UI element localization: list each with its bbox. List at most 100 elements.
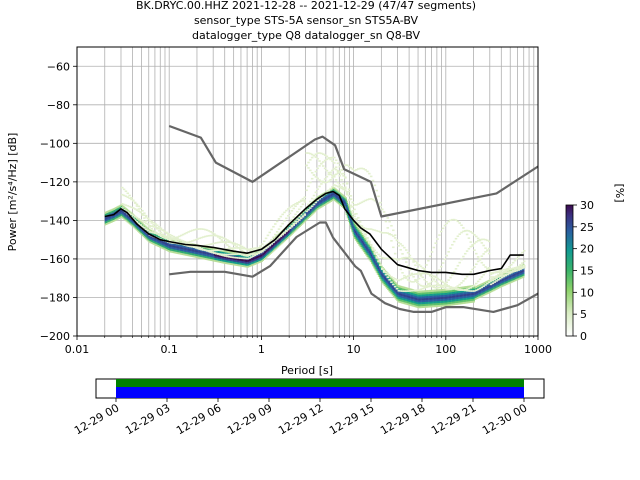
density-cell bbox=[355, 212, 358, 215]
density-cell bbox=[452, 297, 455, 300]
density-cell bbox=[216, 260, 218, 263]
density-cell bbox=[521, 251, 524, 254]
density-cell bbox=[444, 302, 447, 305]
density-cell bbox=[486, 286, 488, 289]
density-cell bbox=[213, 249, 216, 252]
density-cell bbox=[459, 292, 462, 295]
density-cell bbox=[185, 247, 187, 251]
density-cell bbox=[399, 291, 402, 294]
density-cell bbox=[450, 291, 452, 295]
density-cell bbox=[268, 251, 270, 254]
density-cell bbox=[175, 249, 177, 252]
density-cell bbox=[126, 192, 130, 195]
density-cell bbox=[460, 289, 463, 291]
density-cell bbox=[308, 206, 311, 209]
density-cell bbox=[188, 252, 191, 255]
density-cell bbox=[434, 293, 436, 296]
density-cell bbox=[506, 267, 509, 270]
density-cell bbox=[124, 190, 128, 193]
density-cell bbox=[217, 258, 220, 261]
density-cell bbox=[176, 243, 178, 247]
density-cell bbox=[274, 248, 276, 251]
density-cell bbox=[438, 291, 441, 294]
density-cell bbox=[401, 244, 404, 247]
density-cell bbox=[489, 290, 492, 293]
density-cell bbox=[357, 168, 360, 170]
density-cell bbox=[286, 227, 289, 230]
density-cell bbox=[472, 288, 474, 292]
density-cell bbox=[141, 220, 144, 222]
density-cell bbox=[443, 296, 445, 299]
density-cell bbox=[414, 289, 417, 292]
density-cell bbox=[105, 216, 108, 220]
density-cell bbox=[517, 276, 519, 279]
density-cell bbox=[412, 261, 415, 263]
density-cell bbox=[268, 241, 272, 244]
density-cell bbox=[161, 244, 163, 247]
density-cell bbox=[143, 217, 146, 219]
density-cell bbox=[227, 255, 231, 258]
density-cell bbox=[457, 292, 459, 296]
density-cell bbox=[493, 276, 496, 278]
density-cell bbox=[211, 251, 214, 254]
density-cell bbox=[159, 228, 163, 231]
density-cell bbox=[390, 224, 393, 227]
density-cell bbox=[329, 192, 331, 195]
density-cell bbox=[453, 299, 456, 302]
density-cell bbox=[293, 226, 296, 229]
density-cell bbox=[485, 287, 487, 290]
density-cell bbox=[350, 213, 352, 216]
density-cell bbox=[222, 249, 224, 252]
density-cell bbox=[449, 301, 451, 304]
density-cell bbox=[453, 295, 456, 298]
density-cell bbox=[362, 250, 365, 253]
density-cell bbox=[190, 246, 192, 250]
density-cell bbox=[408, 254, 412, 257]
density-cell bbox=[191, 229, 194, 232]
density-cell bbox=[316, 167, 319, 170]
density-cell bbox=[508, 276, 510, 279]
density-cell bbox=[349, 207, 351, 210]
density-cell bbox=[453, 291, 456, 294]
density-cell bbox=[448, 296, 450, 299]
density-cell bbox=[200, 228, 203, 230]
density-cell bbox=[276, 240, 278, 243]
density-cell bbox=[456, 302, 458, 305]
density-cell bbox=[364, 251, 366, 254]
density-cell bbox=[433, 289, 435, 292]
density-cell bbox=[425, 264, 428, 266]
density-cell bbox=[449, 292, 451, 295]
density-cell bbox=[428, 303, 430, 306]
density-cell bbox=[361, 242, 364, 245]
density-cell bbox=[430, 303, 433, 306]
density-cell bbox=[132, 225, 134, 228]
density-cell bbox=[274, 240, 276, 243]
density-cell bbox=[329, 194, 331, 197]
density-cell bbox=[319, 200, 321, 203]
density-cell bbox=[441, 286, 445, 289]
density-cell bbox=[450, 293, 452, 297]
density-cell bbox=[380, 275, 382, 278]
density-cell bbox=[458, 298, 460, 301]
density-cell bbox=[331, 185, 334, 188]
density-cell bbox=[272, 241, 275, 244]
density-cell bbox=[290, 225, 294, 228]
density-cell bbox=[217, 250, 220, 253]
density-cell bbox=[215, 250, 217, 253]
density-cell bbox=[263, 257, 266, 260]
density-cell bbox=[308, 215, 311, 218]
density-cell bbox=[216, 258, 218, 261]
density-cell bbox=[517, 269, 520, 271]
density-cell bbox=[438, 304, 441, 307]
density-cell bbox=[215, 242, 218, 244]
density-cell bbox=[304, 210, 306, 213]
density-cell bbox=[399, 300, 402, 304]
density-cell bbox=[471, 296, 473, 299]
density-cell bbox=[315, 205, 318, 208]
density-cell bbox=[316, 202, 319, 205]
density-cell bbox=[482, 273, 485, 276]
density-cell bbox=[468, 291, 471, 294]
density-cell bbox=[262, 258, 264, 261]
density-cell bbox=[190, 248, 192, 251]
density-cell bbox=[183, 242, 187, 244]
